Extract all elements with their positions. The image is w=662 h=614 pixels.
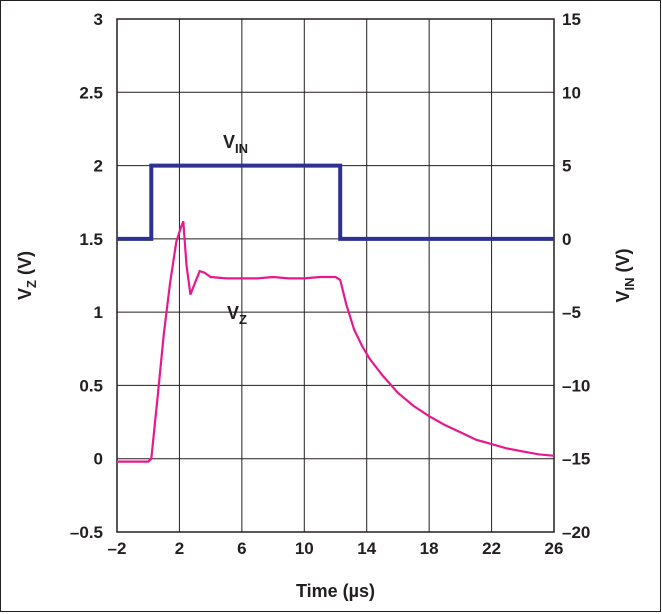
y-left-tick-labels: –0.5 0 0.5 1 1.5 2 2.5 3 (70, 10, 103, 542)
y-right-title-sub: IN (622, 277, 637, 290)
y-left-axis-title: VZ (V) (15, 251, 39, 300)
series-layer (117, 163, 555, 463)
x-tick-label: 18 (420, 539, 439, 558)
series-label-v-z: VZ (227, 303, 247, 327)
y-left-tick-label: –0.5 (70, 523, 103, 542)
x-tick-label: –2 (108, 539, 127, 558)
y-left-tick-label: 3 (94, 10, 103, 29)
y-right-title-main: V (613, 290, 633, 302)
series-line-v-in (117, 163, 554, 241)
y-left-tick-label: 0.5 (79, 376, 103, 395)
x-tick-label: 26 (545, 539, 564, 558)
y-left-tick-label: 1.5 (79, 230, 103, 249)
y-left-tick-label: 2 (94, 157, 103, 176)
x-tick-label: 10 (295, 539, 314, 558)
y-right-tick-labels: –20 –15 –10 –5 0 5 10 15 (562, 10, 590, 542)
y-left-tick-label: 1 (94, 303, 103, 322)
y-right-axis-title: VIN (V) (613, 248, 637, 302)
y-right-tick-label: –20 (562, 523, 590, 542)
y-left-title-sub: Z (24, 280, 39, 288)
y-right-tick-label: –10 (562, 376, 590, 395)
y-right-tick-label: –5 (562, 303, 581, 322)
y-right-title-unit: (V) (613, 248, 633, 277)
y-left-tick-label: 2.5 (79, 83, 103, 102)
grid (116, 18, 555, 533)
series-labels: VIN VZ (223, 132, 248, 327)
y-left-tick-label: 0 (94, 450, 103, 469)
y-right-tick-label: 10 (562, 83, 581, 102)
series-line-v-z (117, 220, 555, 463)
x-tick-label: 22 (482, 539, 501, 558)
x-tick-label: 14 (357, 539, 376, 558)
y-left-title-main: V (15, 288, 35, 300)
y-right-tick-label: 15 (562, 10, 581, 29)
x-axis-title: Time (µs) (296, 581, 375, 601)
plot-area (116, 18, 555, 533)
series-label-v-in: VIN (223, 132, 248, 156)
x-tick-label: 6 (237, 539, 246, 558)
y-left-title-unit: (V) (15, 251, 35, 280)
x-tick-label: 2 (175, 539, 184, 558)
y-right-tick-label: –15 (562, 450, 590, 469)
x-tick-labels: –2 2 6 10 14 18 22 26 (108, 539, 564, 558)
y-right-tick-label: 0 (562, 230, 571, 249)
y-right-tick-label: 5 (562, 157, 571, 176)
